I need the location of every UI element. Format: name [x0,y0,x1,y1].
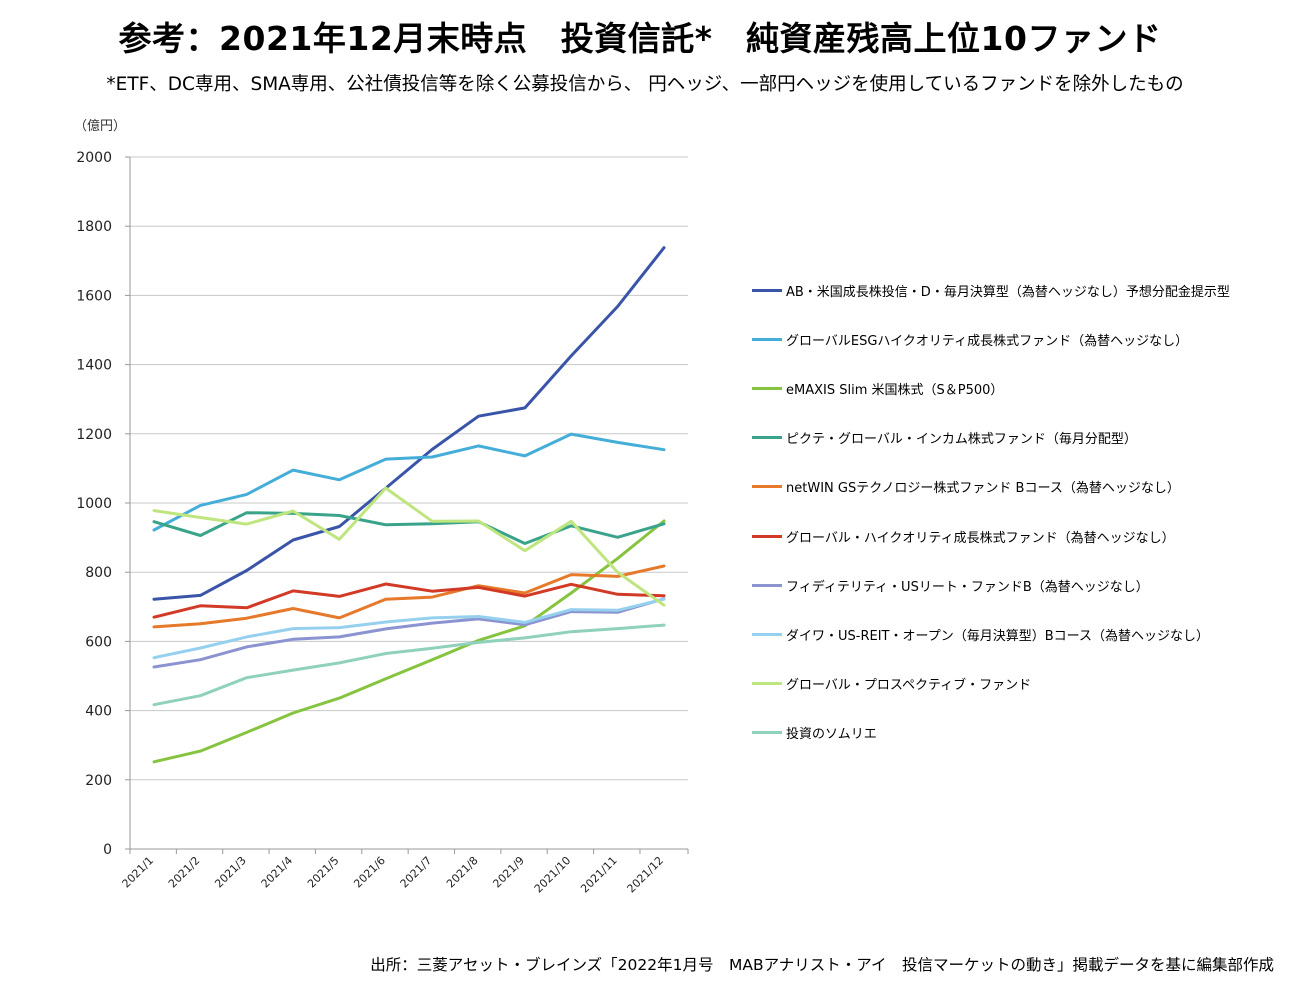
legend-swatch [752,485,782,489]
y-axis-unit-label: （億円） [74,119,127,134]
chart-title: 参考：2021年12月末時点 投資信託* 純資産残高上位10ファンド [118,19,1162,58]
x-tick-label: 2021/5 [305,854,342,891]
series-line-6 [152,582,666,619]
legend-label: netWIN GSテクノロジー株式ファンド Bコース（為替ヘッジなし） [786,481,1180,497]
legend-swatch [752,338,782,342]
legend-label: ピクテ・グローバル・インカム株式ファンド（毎月分配型） [786,432,1137,448]
legend-item: グローバル・ハイクオリティ成長株式ファンド（為替ヘッジなし） [752,511,1292,560]
x-tick-label: 2021/12 [625,854,667,896]
legend-label: グローバルESGハイクオリティ成長株式ファンド（為替ヘッジなし） [786,334,1189,350]
y-tick-label: 600 [85,634,112,650]
x-tick-label: 2021/7 [398,854,435,891]
x-tick-label: 2021/4 [259,854,296,891]
legend-label: AB・米国成長株投信・D・毎月決算型（為替ヘッジなし）予想分配金提示型 [786,285,1230,301]
legend-item: ダイワ・US-REIT・オープン（毎月決算型）Bコース（為替ヘッジなし） [752,610,1292,659]
legend-swatch [752,289,782,293]
series-line-8 [152,597,666,660]
legend-label: eMAXIS Slim 米国株式（S＆P500） [786,383,1004,399]
x-tick-label: 2021/1 [120,854,157,891]
y-tick-label: 2000 [76,150,112,166]
legend-item: 投資のソムリエ [752,708,1292,757]
legend-swatch [752,387,782,391]
legend-swatch [752,730,782,734]
legend-swatch [752,583,782,587]
x-tick-label: 2021/10 [532,854,574,896]
y-tick-label: 800 [85,565,112,581]
y-tick-label: 1400 [76,358,112,374]
chart-subtitle: *ETF、DC専用、SMA専用、公社債投信等を除く公募投信から、 円ヘッジ、一部… [106,74,1184,95]
series-line-10 [152,623,666,707]
legend-label: グローバル・ハイクオリティ成長株式ファンド（為替ヘッジなし） [786,530,1175,546]
x-tick-label: 2021/9 [490,854,527,891]
y-tick-label: 0 [103,842,112,858]
x-tick-label: 2021/11 [578,854,620,896]
source-note: 出所：三菱アセット・ブレインズ「2022年1月号 MABアナリスト・アイ 投信マ… [370,956,1274,974]
x-tick-label: 2021/2 [166,854,203,891]
x-tick-label: 2021/3 [212,854,249,891]
y-tick-label: 1800 [76,219,112,235]
legend-item: ピクテ・グローバル・インカム株式ファンド（毎月分配型） [752,413,1292,462]
y-tick-label: 1200 [76,427,112,443]
legend-swatch [752,436,782,440]
legend-swatch [752,534,782,538]
legend-label: フィディテリティ・USリート・ファンドB（為替ヘッジなし） [786,579,1149,595]
series-line-2 [152,432,666,532]
chart-legend: AB・米国成長株投信・D・毎月決算型（為替ヘッジなし）予想分配金提示型 グローバル… [752,266,1292,757]
legend-item: フィディテリティ・USリート・ファンドB（為替ヘッジなし） [752,561,1292,610]
y-tick-label: 1000 [76,496,112,512]
series-line-1 [152,246,666,601]
legend-item: eMAXIS Slim 米国株式（S＆P500） [752,364,1292,413]
legend-item: netWIN GSテクノロジー株式ファンド Bコース（為替ヘッジなし） [752,462,1292,511]
legend-item: グローバルESGハイクオリティ成長株式ファンド（為替ヘッジなし） [752,315,1292,364]
y-tick-label: 400 [85,704,112,720]
legend-label: 投資のソムリエ [786,726,877,742]
legend-item: グローバル・プロスペクティブ・ファンド [752,659,1292,708]
y-tick-label: 200 [85,773,112,789]
series-line-5 [152,564,666,629]
legend-item: AB・米国成長株投信・D・毎月決算型（為替ヘッジなし）予想分配金提示型 [752,266,1292,315]
legend-label: ダイワ・US-REIT・オープン（毎月決算型）Bコース（為替ヘッジなし） [786,628,1209,644]
legend-label: グローバル・プロスペクティブ・ファンド [786,677,1032,693]
series-line-7 [152,597,666,669]
series-line-9 [152,486,666,607]
legend-swatch [752,632,782,636]
series-lines [152,246,666,764]
y-tick-label: 1600 [76,288,112,304]
x-tick-label: 2021/6 [351,854,388,891]
x-tick-label: 2021/8 [444,854,481,891]
legend-swatch [752,681,782,685]
